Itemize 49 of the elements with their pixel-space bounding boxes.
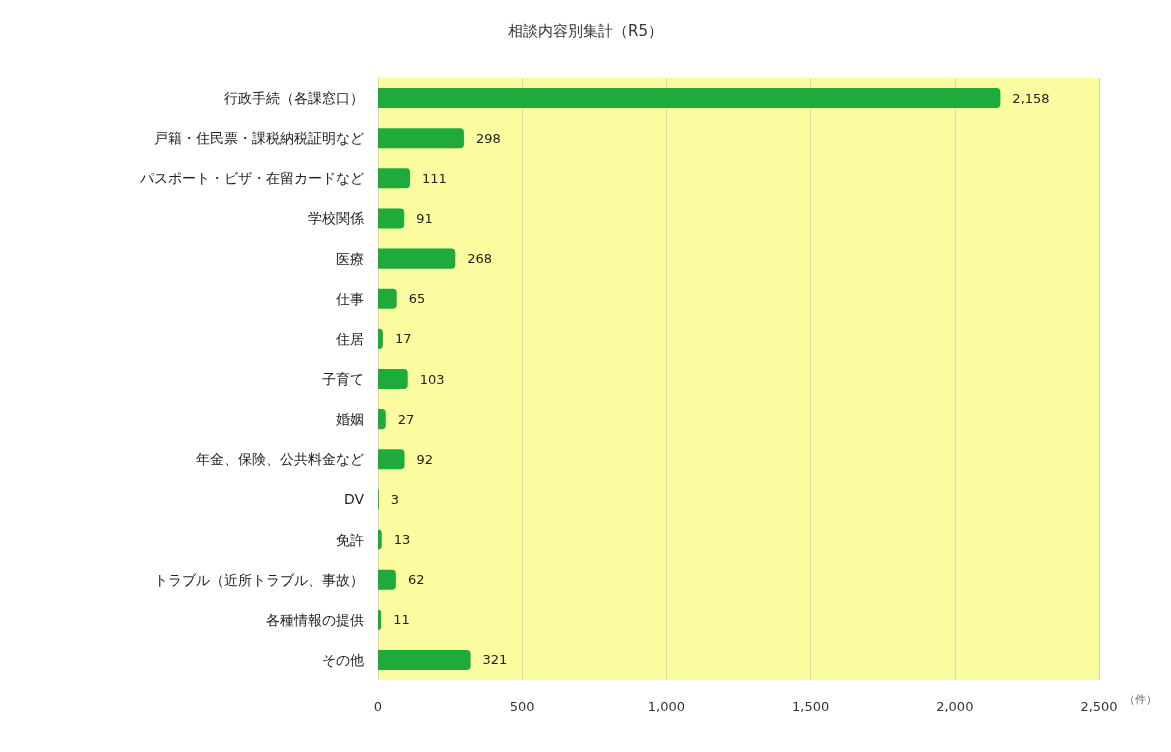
y-tick-label: 年金、保険、公共料金など	[196, 451, 364, 468]
bar	[378, 409, 386, 430]
chart-title: 相談内容別集計（R5）	[508, 21, 663, 40]
y-tick-label: 各種情報の提供	[266, 611, 364, 628]
bar	[378, 208, 405, 229]
data-label: 298	[475, 130, 501, 146]
bar	[378, 288, 397, 309]
bar	[378, 128, 464, 149]
data-label: 2,158	[1012, 90, 1050, 106]
data-label: 321	[482, 652, 508, 668]
y-tick-label: DV	[343, 491, 365, 508]
data-label: 111	[422, 170, 447, 186]
bar	[378, 449, 405, 470]
data-label: 11	[393, 612, 410, 628]
bar	[378, 88, 1001, 109]
data-label: 3	[390, 491, 400, 507]
data-label: 91	[416, 210, 433, 226]
data-label: 92	[416, 451, 434, 467]
bar	[378, 649, 471, 670]
y-tick-label: 仕事	[335, 290, 364, 307]
x-axis-title: （件）	[1123, 693, 1157, 706]
data-label: 65	[408, 291, 426, 307]
y-tick-label: トラブル（近所トラブル、事故）	[154, 571, 364, 588]
data-label: 62	[407, 572, 425, 588]
x-tick-label: 1,500	[791, 699, 830, 714]
y-tick-label: 行政手続（各課窓口）	[224, 90, 364, 107]
data-label: 103	[419, 371, 445, 387]
y-tick-label: 学校関係	[308, 210, 364, 227]
y-tick-label: 住居	[335, 330, 364, 347]
bar	[378, 368, 408, 390]
x-tick-label: 2,500	[1080, 699, 1118, 714]
x-tick-label: 0	[373, 699, 383, 714]
y-tick-label: 子育て	[322, 371, 364, 387]
y-tick-label: 婚姻	[336, 411, 364, 428]
data-label: 268	[467, 251, 493, 267]
y-tick-label: その他	[322, 651, 364, 668]
y-tick-label: パスポート・ビザ・在留カードなど	[139, 170, 364, 187]
data-label: 17	[394, 331, 412, 347]
y-tick-label: 戸籍・住民票・課税納税証明など	[154, 130, 364, 147]
data-label: 13	[393, 532, 411, 548]
x-tick-label: 2,000	[936, 699, 974, 714]
x-tick-label: 1,000	[647, 699, 686, 714]
bar	[378, 168, 411, 189]
bar	[378, 248, 456, 269]
y-tick-label: 医療	[336, 250, 364, 267]
data-label: 27	[397, 411, 415, 427]
y-tick-label: 免許	[336, 531, 364, 548]
x-tick-label: 500	[509, 699, 535, 714]
bar	[378, 569, 396, 590]
